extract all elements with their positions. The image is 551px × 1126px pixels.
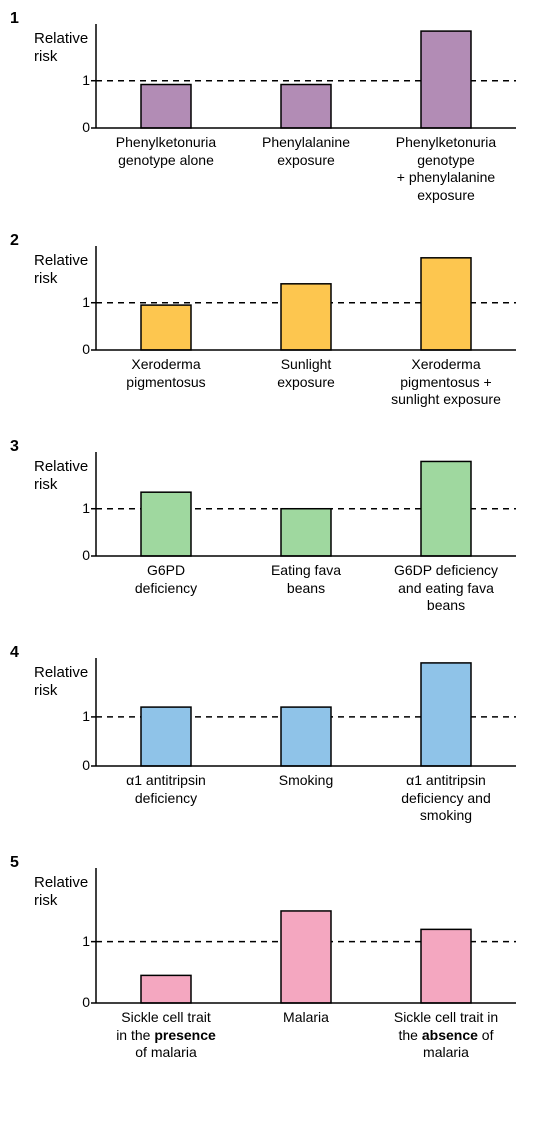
panel-number: 4 [10, 644, 19, 662]
y-tick-label: 1 [70, 708, 90, 724]
panel-number: 2 [10, 232, 19, 250]
bar [141, 492, 191, 556]
bar-chart [90, 246, 516, 352]
category-label: Malaria [236, 1009, 376, 1062]
category-label: Phenylalanineexposure [236, 134, 376, 204]
category-label: Eating favabeans [236, 562, 376, 615]
bar [281, 284, 331, 350]
y-tick-label: 0 [70, 341, 90, 357]
category-label: α1 antitripsindeficiency [96, 772, 236, 825]
panel-number: 3 [10, 438, 19, 456]
panel-2: 2 Relativerisk 0 1 XerodermapigmentosusSunli… [0, 232, 551, 456]
bar [281, 707, 331, 766]
y-axis-label: Relativerisk [34, 874, 94, 910]
y-axis-label: Relativerisk [34, 252, 94, 288]
panel-number: 1 [10, 10, 19, 28]
bar [421, 258, 471, 350]
category-label: α1 antitripsindeficiency andsmoking [376, 772, 516, 825]
bar [421, 31, 471, 128]
y-tick-label: 0 [70, 547, 90, 563]
category-label: G6DP deficiencyand eating favabeans [376, 562, 516, 615]
panel-number: 5 [10, 854, 19, 872]
y-tick-label: 1 [70, 933, 90, 949]
y-axis-label: Relativerisk [34, 30, 94, 66]
category-label: Sickle cell traitin the presenceof malar… [96, 1009, 236, 1062]
panel-4: 4 Relativerisk 0 1 α1 antitripsindeficiencyS… [0, 644, 551, 872]
figure-page: 1 Relativerisk 0 1 Phenylketonuriagenotype a… [0, 0, 551, 1126]
panel-3: 3 Relativerisk 0 1 G6PDdeficiencyEating fava… [0, 438, 551, 662]
category-label: Xerodermapigmentosus [96, 356, 236, 409]
x-labels-row: α1 antitripsindeficiencySmokingα1 antitr… [96, 772, 516, 825]
x-labels-row: Phenylketonuriagenotype alonePhenylalani… [96, 134, 516, 204]
x-labels-row: XerodermapigmentosusSunlightexposureXero… [96, 356, 516, 409]
y-tick-label: 0 [70, 757, 90, 773]
y-tick-label: 1 [70, 294, 90, 310]
category-label: Phenylketonuriagenotype alone [96, 134, 236, 204]
x-labels-row: G6PDdeficiencyEating favabeansG6DP defic… [96, 562, 516, 615]
panel-1: 1 Relativerisk 0 1 Phenylketonuriagenotype a… [0, 10, 551, 234]
y-tick-label: 0 [70, 119, 90, 135]
bar [141, 305, 191, 350]
bar-chart [90, 24, 516, 130]
bar [421, 929, 471, 1003]
bar-chart [90, 868, 516, 1005]
panel-5: 5 Relativerisk 0 1 Sickle cell traitin the p… [0, 854, 551, 1109]
y-axis-label: Relativerisk [34, 458, 94, 494]
y-tick-label: 1 [70, 72, 90, 88]
bar [141, 707, 191, 766]
y-tick-label: 0 [70, 994, 90, 1010]
bar [141, 975, 191, 1003]
y-axis-label: Relativerisk [34, 664, 94, 700]
x-labels-row: Sickle cell traitin the presenceof malar… [96, 1009, 516, 1062]
bar [281, 509, 331, 556]
bar-chart [90, 658, 516, 768]
bar [141, 85, 191, 128]
bar [421, 663, 471, 766]
bar [281, 85, 331, 128]
category-label: Smoking [236, 772, 376, 825]
category-label: Xerodermapigmentosus +sunlight exposure [376, 356, 516, 409]
category-label: G6PDdeficiency [96, 562, 236, 615]
category-label: Sunlightexposure [236, 356, 376, 409]
y-tick-label: 1 [70, 500, 90, 516]
bar [421, 461, 471, 556]
category-label: Phenylketonuriagenotype+ phenylalanineex… [376, 134, 516, 204]
bar-chart [90, 452, 516, 558]
category-label: Sickle cell trait inthe absence ofmalari… [376, 1009, 516, 1062]
bar [281, 911, 331, 1003]
